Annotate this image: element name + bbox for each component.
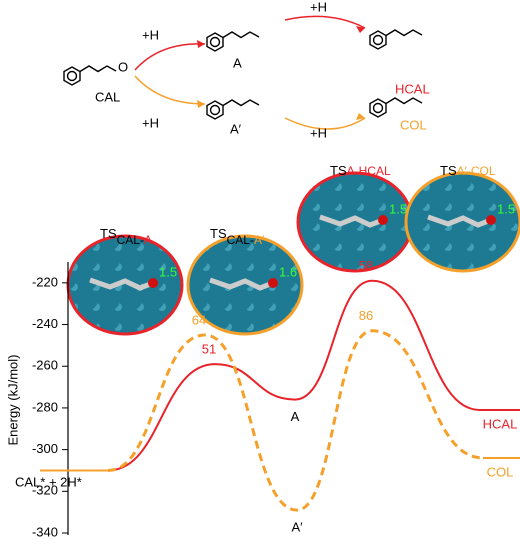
- intermediate: A: [233, 55, 242, 70]
- y-tick-label: -220: [32, 274, 58, 289]
- ts-label: TSA′-COL: [440, 163, 496, 178]
- y-tick-label: -320: [32, 483, 58, 498]
- ts-image: [404, 171, 520, 273]
- oxygen-atom: [486, 215, 496, 225]
- y-tick-label: -340: [32, 524, 58, 539]
- barrier-label: 64: [192, 312, 206, 327]
- product-label: COL: [487, 464, 514, 479]
- ts-sub-colored: A-HCAL: [347, 164, 391, 178]
- ts-label: TSA-HCAL: [330, 163, 391, 178]
- distance-label: 1.6: [279, 264, 297, 279]
- ts-main: TS: [100, 226, 117, 241]
- scheme: O CAL +H +H +H +H A A′ HCAL COL: [63, 0, 430, 140]
- y-tick-label: -260: [32, 358, 58, 373]
- adsorbate: [209, 277, 274, 291]
- oxygen-atom: [268, 278, 278, 288]
- ts-sub-colored: A: [144, 233, 152, 247]
- ts-label: TSCAL-A: [100, 226, 152, 247]
- ts-main: TS: [210, 226, 227, 241]
- product: COL: [400, 117, 427, 132]
- start-label: CAL* + 2H*: [15, 474, 82, 489]
- ts-sub-colored: A′: [254, 233, 265, 247]
- product-label: HCAL: [483, 416, 518, 431]
- oxygen-atom: [378, 215, 388, 225]
- intermediate-label: A: [291, 409, 300, 424]
- adsorbate: [89, 277, 154, 291]
- intermediate-label: A′: [291, 520, 303, 535]
- ts-main: TS: [440, 163, 457, 178]
- step-label: +H: [142, 27, 159, 42]
- y-axis-label: Energy (kJ/mol): [5, 354, 20, 445]
- y-tick-label: -280: [32, 399, 58, 414]
- ts-sub: CAL-: [227, 233, 254, 247]
- step-label: +H: [310, 125, 327, 140]
- step-label: +H: [310, 0, 327, 14]
- transition-states: 1.5TSCAL-A1.6TSCAL-A′1.5TSA-HCAL1.5TSA′-…: [66, 163, 520, 336]
- energy-curve: [107, 279, 481, 472]
- ts-image: [186, 234, 304, 336]
- distance-label: 1.5: [389, 201, 407, 216]
- ts-main: TS: [330, 163, 347, 178]
- ts-image: [66, 234, 184, 336]
- oxygen-atom: [148, 278, 158, 288]
- oxygen: O: [118, 59, 128, 74]
- distance-label: 1.5: [159, 264, 177, 279]
- ts-image: [296, 171, 414, 273]
- energy-chart: Energy (kJ/mol) -220 -240 -260 -280 -300 -320…: [5, 258, 520, 539]
- barrier-label: 86: [359, 308, 373, 323]
- barrier-label: 51: [202, 342, 216, 357]
- y-tick-label: -300: [32, 441, 58, 456]
- intermediate: A′: [230, 121, 242, 136]
- distance-label: 1.5: [497, 201, 515, 216]
- energy-curve: [107, 329, 484, 512]
- ts-sub: CAL-: [117, 233, 144, 247]
- y-tick-label: -240: [32, 316, 58, 331]
- barrier-label: 58: [359, 258, 373, 273]
- ts-sub-colored: A′-COL: [457, 164, 496, 178]
- step-label: +H: [142, 115, 159, 130]
- reactant: CAL: [95, 89, 120, 104]
- adsorbate: [319, 214, 384, 228]
- adsorbate: [427, 214, 492, 228]
- ts-label: TSCAL-A′: [210, 226, 265, 247]
- product: HCAL: [395, 81, 430, 96]
